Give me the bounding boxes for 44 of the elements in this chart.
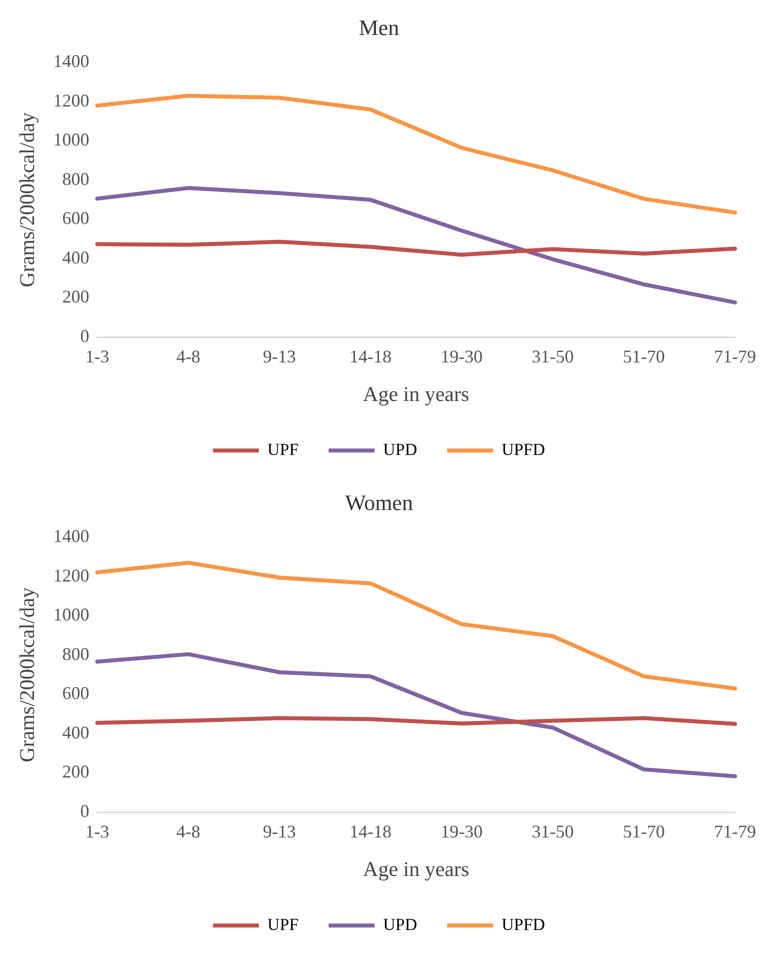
x-tick-label: 71-79: [714, 346, 756, 367]
y-tick-label: 400: [62, 722, 90, 742]
chart-title: Men: [358, 14, 400, 40]
x-tick-label: 19-30: [440, 346, 483, 367]
y-tick-label: 0: [80, 800, 90, 821]
x-tick-label: 31-50: [532, 822, 574, 842]
x-tick-label: 51-70: [622, 822, 665, 842]
y-tick-label: 200: [62, 762, 90, 782]
x-tick-label: 14-18: [350, 822, 392, 842]
y-axis-title: Grams/2000kcal/day: [15, 586, 40, 762]
y-tick-label: 200: [62, 286, 90, 307]
legend-label: UPD: [383, 440, 418, 459]
x-tick-label: 1-3: [85, 346, 110, 367]
y-tick-label: 1000: [53, 130, 90, 150]
x-tick-label: 4-8: [176, 346, 200, 367]
x-tick-label: 4-8: [176, 822, 200, 842]
x-tick-label: 1-3: [85, 822, 110, 842]
y-tick-label: 600: [62, 683, 90, 704]
legend-label: UPF: [267, 914, 299, 934]
legend-label: UPFD: [502, 914, 546, 934]
x-tick-label: 9-13: [262, 822, 296, 842]
y-tick-label: 600: [62, 208, 90, 228]
y-tick-label: 1200: [53, 565, 90, 586]
x-tick-label: 9-13: [262, 346, 296, 367]
x-tick-label: 19-30: [440, 822, 483, 842]
y-tick-label: 1200: [53, 90, 90, 110]
y-tick-label: 1400: [53, 526, 90, 546]
y-tick-label: 1000: [53, 604, 90, 625]
x-axis-title: Age in years: [363, 382, 470, 406]
legend-label: UPF: [267, 440, 299, 459]
x-tick-label: 31-50: [532, 346, 574, 367]
y-tick-label: 400: [62, 247, 90, 268]
x-tick-label: 51-70: [622, 346, 665, 367]
x-tick-label: 14-18: [350, 346, 392, 367]
y-tick-label: 800: [62, 644, 90, 664]
y-tick-label: 1400: [53, 51, 90, 72]
y-tick-label: 0: [80, 326, 90, 346]
y-tick-label: 800: [62, 168, 90, 189]
legend-label: UPD: [383, 914, 418, 934]
x-tick-label: 71-79: [714, 822, 756, 842]
legend-label: UPFD: [502, 440, 546, 459]
x-axis-title: Age in years: [363, 856, 470, 881]
chart-title: Women: [345, 490, 413, 515]
y-axis-title: Grams/2000kcal/day: [15, 112, 40, 288]
